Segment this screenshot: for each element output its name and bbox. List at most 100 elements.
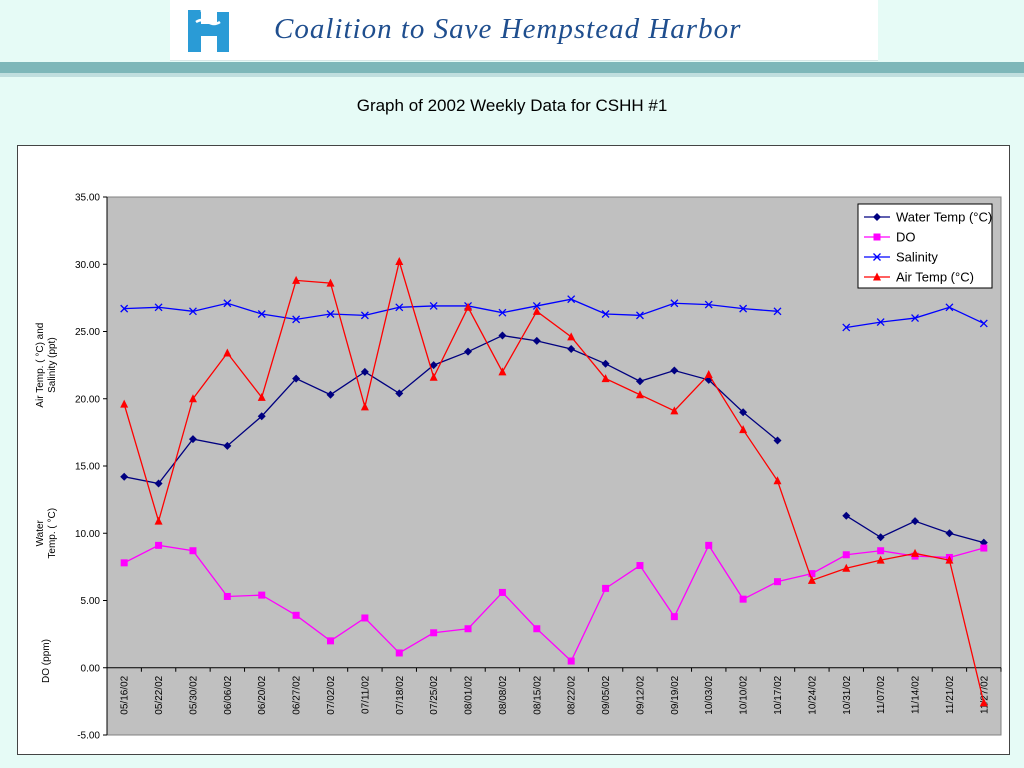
x-tick-label: 07/11/02: [360, 675, 371, 714]
salinity-point: [567, 295, 576, 304]
do-point: [533, 625, 541, 633]
y-tick-label: 35.00: [75, 193, 100, 204]
salinity-point: [326, 310, 335, 318]
do-point: [327, 637, 334, 645]
do-point: [430, 629, 438, 637]
x-tick-label: 09/05/02: [601, 675, 612, 714]
air-temp-point: [670, 406, 679, 415]
air-temp-point: [360, 402, 369, 411]
legend-salinity-marker-stroke: [873, 253, 881, 261]
legend-salinity-label: Salinity: [896, 250, 938, 265]
air-temp-point: [429, 372, 438, 381]
y-tick-label: 0.00: [81, 663, 101, 674]
do-point: [877, 547, 885, 555]
air-temp-point: [876, 555, 885, 564]
page-title: Graph of 2002 Weekly Data for CSHH #1: [356, 96, 668, 115]
x-tick-label: 10/10/02: [739, 675, 750, 714]
x-tick-label: 08/22/02: [567, 675, 578, 714]
salinity-point: [876, 318, 885, 327]
do-point: [498, 588, 506, 596]
x-tick-label: 10/03/02: [704, 675, 715, 714]
x-tick-label: 06/06/02: [223, 675, 234, 714]
salinity-point: [532, 301, 541, 310]
water-temp-point: [120, 472, 129, 481]
salinity-line: [124, 298, 778, 321]
salinity-point: [154, 303, 163, 312]
salinity-point: [911, 314, 919, 323]
x-tick-label: 08/01/02: [464, 675, 475, 714]
y-tick-label: 30.00: [75, 260, 100, 271]
do-point: [395, 649, 403, 657]
water-temp-point: [360, 367, 369, 376]
y-label-water-temp-line: Temp. ( °C): [47, 508, 58, 559]
do-point: [258, 591, 266, 599]
salinity-point: [842, 323, 851, 332]
air-temp-point: [635, 390, 644, 399]
do-point: [567, 657, 575, 665]
legend-salinity-marker: [873, 253, 881, 261]
salinity-point: [120, 304, 129, 313]
salinity-point-stroke: [704, 300, 713, 309]
legend: [857, 203, 993, 289]
legend-air-temp-label: Air Temp (°C): [896, 270, 974, 285]
do-point: [774, 578, 781, 586]
y-tick-label: 20.00: [75, 394, 100, 405]
y-label-water-temp: Water Temp. ( °C): [35, 508, 58, 559]
salinity-point: [292, 315, 301, 324]
y-label-do-line: DO (ppm): [41, 639, 52, 683]
x-tick-label: 05/22/02: [154, 675, 165, 714]
salinity-point: [945, 303, 954, 312]
salinity-point: [429, 301, 438, 310]
do-point: [361, 614, 369, 622]
header-banner: Coalition to Save Hempstead Harbor: [170, 0, 878, 61]
water-temp-point: [979, 538, 988, 547]
do-point: [842, 551, 850, 559]
water-temp-point: [395, 389, 404, 398]
air-temp-point: [601, 374, 610, 383]
salinity-point: [636, 311, 644, 320]
header-stripe-light: [0, 73, 1024, 77]
do-point: [602, 584, 610, 592]
air-temp-point: [945, 555, 954, 564]
x-tick-label: 08/08/02: [498, 675, 509, 714]
y-tick-label: 5.00: [81, 596, 101, 607]
y-label-do: DO (ppm): [41, 639, 52, 683]
y-label-water-temp-line: Water: [35, 519, 46, 546]
header-stripe: [0, 62, 1024, 73]
x-tick-label: 11/27/02: [979, 675, 990, 714]
x-tick-label: 11/14/02: [911, 675, 922, 714]
air-temp-line: [123, 259, 985, 703]
water-temp-point: [429, 361, 438, 370]
air-temp-point: [567, 332, 576, 341]
salinity-point-stroke: [189, 307, 197, 316]
water-temp-point: [945, 529, 954, 538]
air-temp-point: [395, 257, 404, 266]
y-label-air-salinity-line: Salinity (ppt): [47, 337, 58, 393]
salinity-point-stroke: [532, 301, 541, 310]
y-label-air-salinity: Air Temp. ( °C) and Salinity (ppt): [35, 323, 58, 408]
air-temp-point: [498, 367, 507, 376]
x-tick-label: 10/24/02: [807, 675, 818, 714]
salinity-point-stroke: [979, 319, 988, 328]
air-temp-point: [842, 563, 851, 572]
x-tick-label: 11/07/02: [876, 675, 887, 714]
salinity-point-stroke: [567, 295, 576, 304]
legend-air-temp-marker: [873, 272, 881, 281]
salinity-point-stroke: [154, 303, 163, 312]
water-temp-point: [842, 511, 851, 520]
x-tick-label: 07/25/02: [429, 675, 440, 714]
x-tick-label: 09/12/02: [635, 675, 646, 714]
water-temp-point: [601, 359, 610, 368]
air-temp-point: [979, 698, 988, 707]
water-temp-point: [567, 344, 576, 353]
air-temp-point: [120, 399, 129, 408]
do-point: [189, 547, 197, 555]
water-temp-point: [704, 375, 713, 384]
salinity-point-stroke: [842, 323, 851, 332]
water-temp-point: [154, 479, 163, 488]
legend-do-label: DO: [896, 230, 916, 245]
do-point: [739, 595, 747, 603]
legend-water-temp-label: Water Temp (°C): [896, 210, 992, 225]
air-temp-point: [257, 392, 266, 401]
x-tick-label: 06/20/02: [257, 675, 268, 714]
